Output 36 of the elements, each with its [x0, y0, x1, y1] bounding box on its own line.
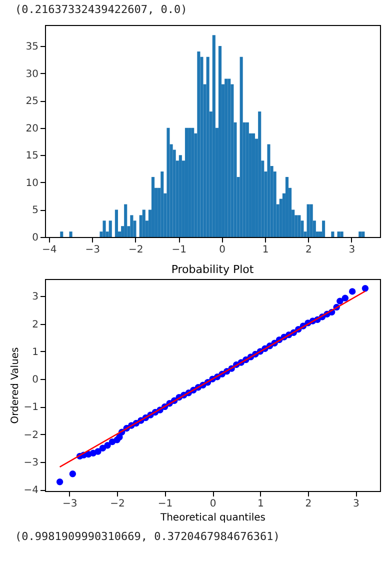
y-axis-title: Ordered Values — [10, 347, 21, 424]
y-tick-label: −1 — [24, 402, 38, 414]
y-tick-label: 0 — [32, 232, 38, 244]
y-tick-label: 30 — [26, 68, 38, 80]
x-tick-label: 1 — [258, 498, 264, 510]
y-tick-label: 5 — [32, 205, 38, 216]
x-tick-label: 2 — [306, 244, 312, 256]
x-tick-label: −4 — [42, 244, 57, 256]
x-tick-label: −1 — [158, 498, 173, 510]
x-tick-label: 0 — [210, 498, 216, 510]
x-tick-label: 3 — [352, 498, 360, 510]
y-tick-label: 10 — [26, 178, 38, 189]
x-tick-label: −3 — [85, 244, 100, 256]
y-tick-label: −3 — [24, 457, 38, 468]
x-tick-label: −2 — [110, 498, 125, 510]
x-tick-label: 2 — [305, 498, 312, 510]
x-tick-label: 0 — [219, 244, 226, 256]
y-tick-label: 2 — [32, 319, 38, 330]
y-tick-label: 20 — [26, 123, 38, 134]
y-tick-label: 25 — [26, 96, 38, 108]
x-tick-label: −1 — [172, 244, 186, 256]
text: (0.21637332439422607, 0.0) — [15, 3, 188, 16]
y-tick-label: 3 — [32, 292, 38, 303]
chart-title: Probability Plot — [171, 263, 254, 276]
y-tick-label: 0 — [32, 374, 38, 386]
x-tick-label: 3 — [348, 244, 356, 256]
text: (0.9981909990310669, 0.3720467984676361) — [15, 530, 280, 543]
y-tick-label: 15 — [26, 150, 38, 162]
y-tick-label: −2 — [24, 430, 38, 441]
x-tick-label: −2 — [128, 244, 144, 256]
x-tick-label: 1 — [262, 244, 269, 256]
x-axis-title: Theoretical quantiles — [159, 512, 266, 524]
y-tick-label: 1 — [32, 346, 38, 358]
y-tick-label: −4 — [24, 485, 38, 496]
x-tick-label: −3 — [62, 498, 78, 510]
y-tick-label: 35 — [26, 42, 38, 53]
